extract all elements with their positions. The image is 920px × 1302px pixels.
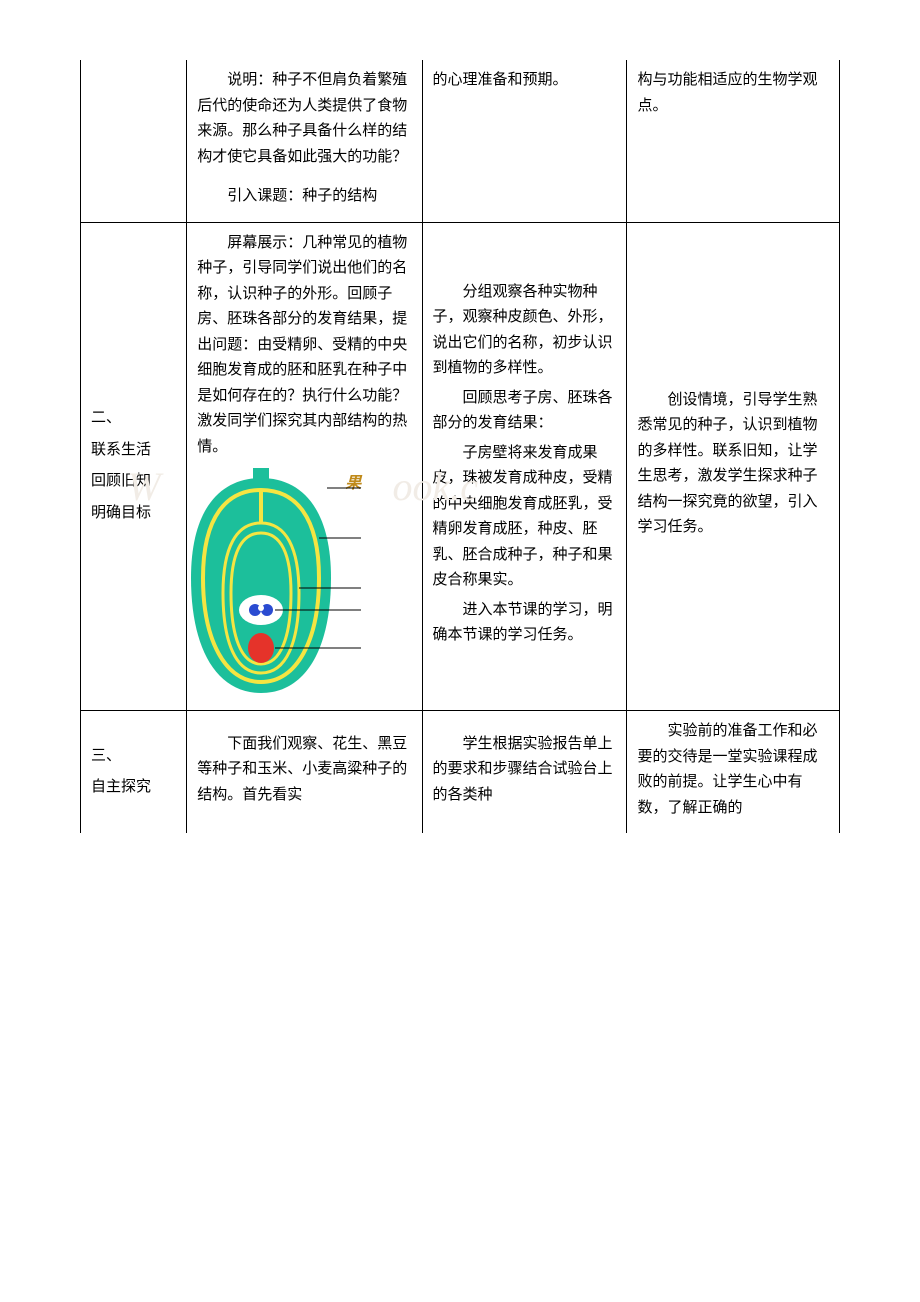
student-text: 学生根据实验报告单上的要求和步骤结合试验台上的各类种 [433, 732, 617, 809]
stage-label: 自主探究 [91, 775, 176, 801]
design-intent-cell: 构与功能相适应的生物学观点。 [627, 60, 840, 222]
stage-label: 三、 [91, 744, 176, 770]
design-intent-cell: 创设情境，引导学生熟悉常见的种子，认识到植物的多样性。联系旧知，让学生思考，激发… [627, 222, 840, 711]
teacher-text: 引入课题：种子的结构 [197, 184, 411, 210]
teacher-text: 说明：种子不但肩负着繁殖后代的使命还为人类提供了食物来源。那么种子具备什么样的结… [197, 68, 411, 170]
student-activity-cell: 学生根据实验报告单上的要求和步骤结合试验台上的各类种 [422, 711, 627, 834]
table-row: 说明：种子不但肩负着繁殖后代的使命还为人类提供了食物来源。那么种子具备什么样的结… [81, 60, 840, 222]
stage-label-cell: 二、 联系生活 回顾旧知 明确目标 [81, 222, 187, 711]
student-text: 分组观察各种实物种子，观察种皮颜色、外形，说出它们的名称，初步认识到植物的多样性… [433, 280, 617, 382]
student-text: 进入本节课的学习，明确本节课的学习任务。 [433, 598, 617, 649]
teacher-activity-cell: W 屏幕展示：几种常见的植物种子，引导同学们说出他们的名称，认识种子的外形。回顾… [187, 222, 422, 711]
intent-text: 构与功能相适应的生物学观点。 [637, 68, 829, 119]
intent-text: 创设情境，引导学生熟悉常见的种子，认识到植物的多样性。联系旧知，让学生思考，激发… [637, 388, 829, 541]
teacher-text: 屏幕展示：几种常见的植物种子，引导同学们说出他们的名称，认识种子的外形。回顾子房… [197, 231, 411, 461]
stage-label: 联系生活 [91, 438, 176, 464]
student-text: 子房壁将来发育成果皮，珠被发育成种皮，受精的中央细胞发育成胚乳，受精卵发育成胚，… [433, 441, 617, 594]
document-page: 说明：种子不但肩负着繁殖后代的使命还为人类提供了食物来源。那么种子具备什么样的结… [0, 0, 920, 873]
stage-label: 二、 [91, 406, 176, 432]
ovary-svg-icon [191, 468, 361, 698]
student-text: 回顾思考子房、胚珠各部分的发育结果： [433, 386, 617, 437]
teacher-activity-cell: 下面我们观察、花生、黑豆等种子和玉米、小麦高粱种子的结构。首先看实 [187, 711, 422, 834]
table-row: 二、 联系生活 回顾旧知 明确目标 W 屏幕展示：几种常见的植物种子，引导同学们… [81, 222, 840, 711]
intent-text: 实验前的准备工作和必要的交待是一堂实验课程成败的前提。让学生心中有数，了解正确的 [637, 719, 829, 821]
table-row: 三、 自主探究 下面我们观察、花生、黑豆等种子和玉米、小麦高粱种子的结构。首先看… [81, 711, 840, 834]
lesson-plan-table: 说明：种子不但肩负着繁殖后代的使命还为人类提供了食物来源。那么种子具备什么样的结… [80, 60, 840, 833]
student-text: 的心理准备和预期。 [433, 68, 617, 94]
teacher-text: 下面我们观察、花生、黑豆等种子和玉米、小麦高粱种子的结构。首先看实 [197, 732, 411, 809]
design-intent-cell: 实验前的准备工作和必要的交待是一堂实验课程成败的前提。让学生心中有数，了解正确的 [627, 711, 840, 834]
student-activity-cell: ook.c 分组观察各种实物种子，观察种皮颜色、外形，说出它们的名称，初步认识到… [422, 222, 627, 711]
teacher-activity-cell: 说明：种子不但肩负着繁殖后代的使命还为人类提供了食物来源。那么种子具备什么样的结… [187, 60, 422, 222]
stage-label: 回顾旧知 [91, 469, 176, 495]
stage-label: 明确目标 [91, 501, 176, 527]
student-activity-cell: 的心理准备和预期。 [422, 60, 627, 222]
ovary-diagram: 果 [191, 468, 361, 698]
stage-label-cell: 三、 自主探究 [81, 711, 187, 834]
stage-label-cell [81, 60, 187, 222]
